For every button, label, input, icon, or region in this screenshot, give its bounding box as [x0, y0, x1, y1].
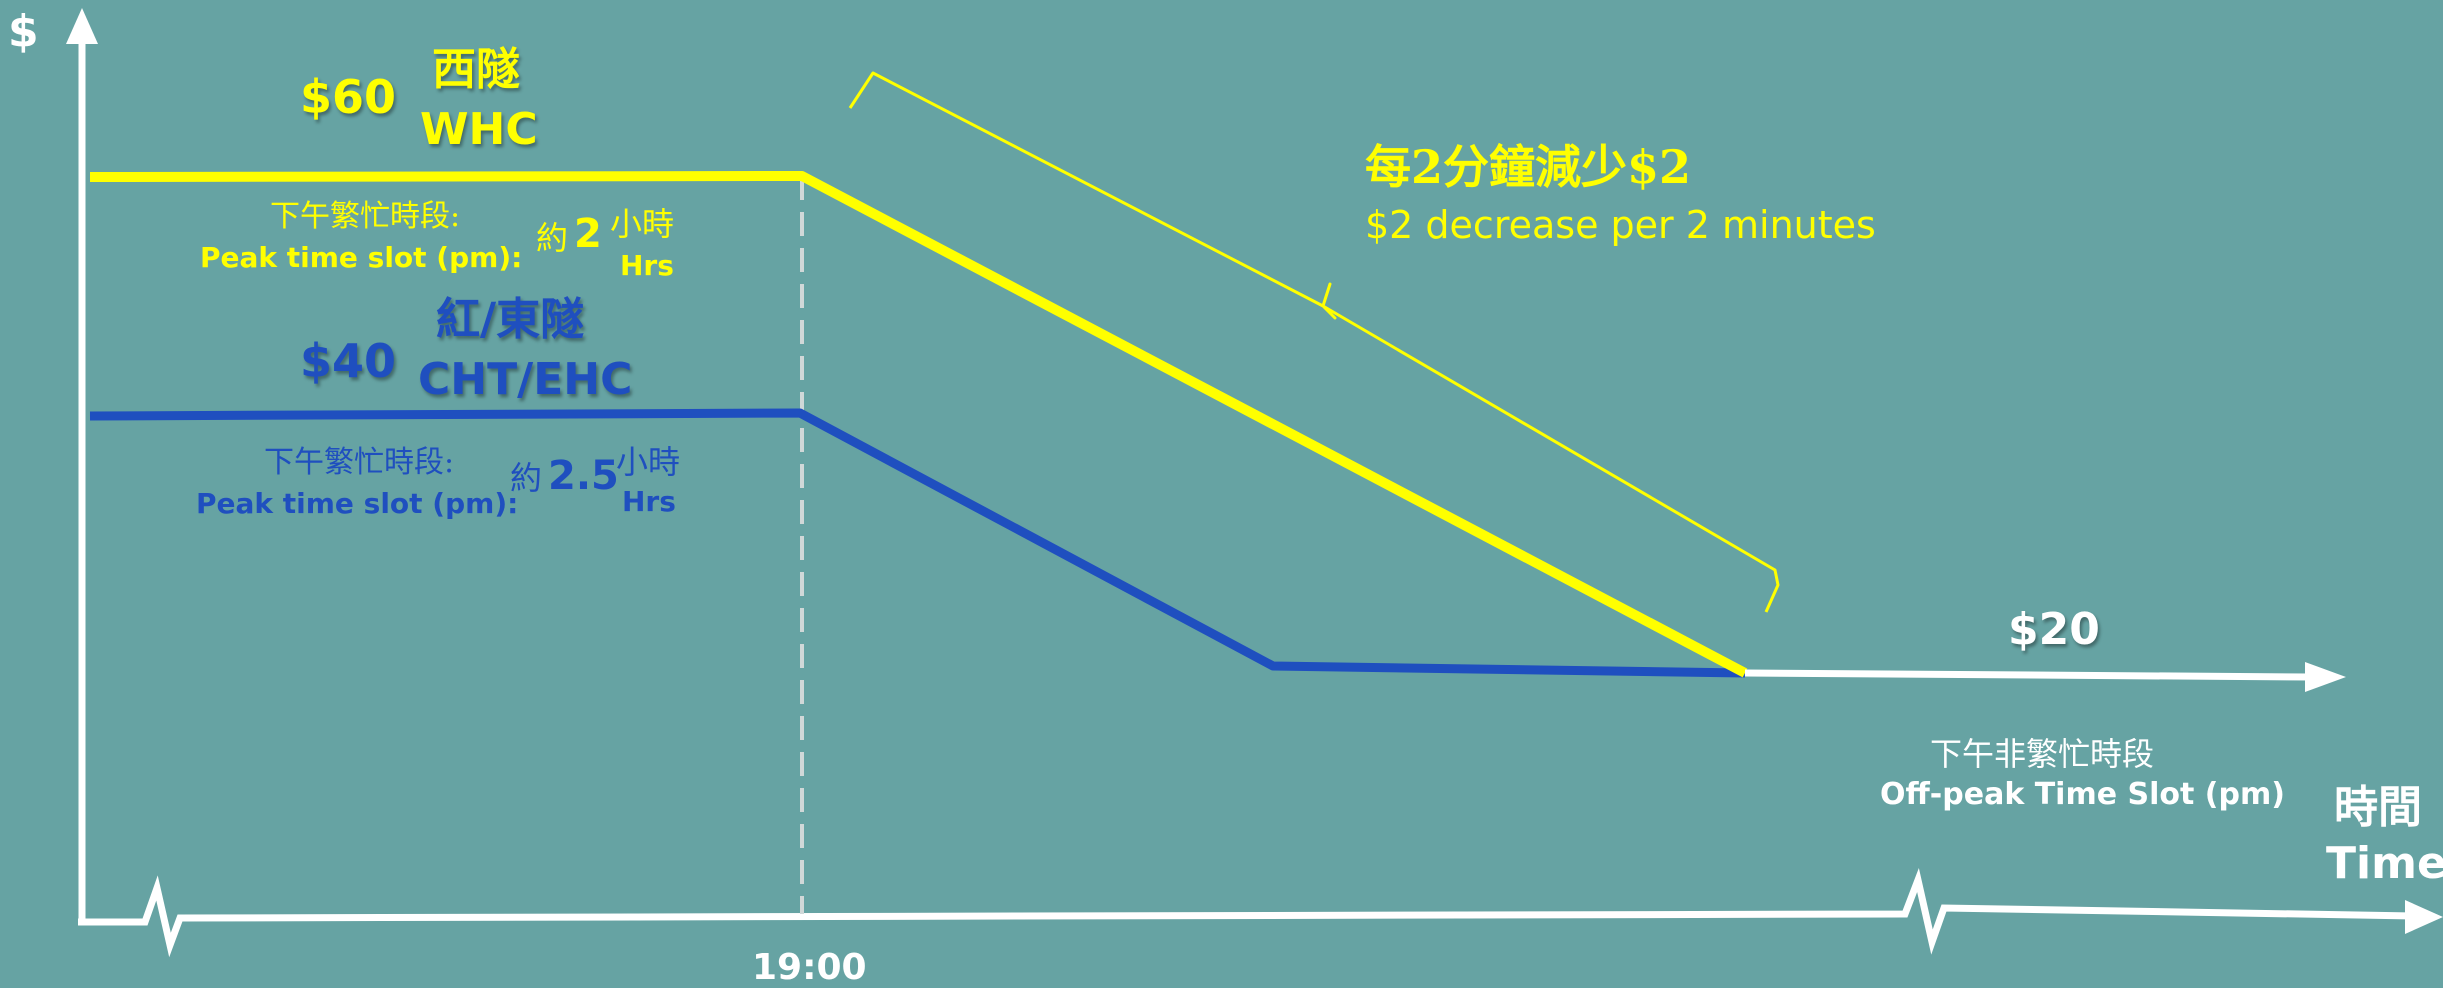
- x-axis-arrowhead: [2405, 900, 2443, 934]
- cht-ehc-duration: 2.5: [548, 453, 619, 499]
- cht-ehc-toll-line: [89, 408, 1746, 678]
- cht-ehc-peak-label-zh: 下午繁忙時段:: [264, 445, 455, 480]
- whc-peak-label-zh: 下午繁忙時段:: [270, 199, 461, 234]
- cht-ehc-peak-label-en: Peak time slot (pm):: [196, 487, 519, 520]
- x-axis-label-en: Time: [2326, 838, 2443, 889]
- x-axis-label-zh: 時間: [2334, 782, 2422, 833]
- decrease-label-zh: 每2分鐘減少$2: [1365, 140, 1692, 194]
- whc-name-en: WHC: [420, 104, 538, 155]
- cht-ehc-price: $40: [300, 334, 397, 388]
- decrease-bracket: [848, 71, 1780, 613]
- offpeak-label-en: Off-peak Time Slot (pm): [1880, 777, 2285, 812]
- cht-ehc-name-zh: 紅/東隧: [436, 294, 585, 345]
- cht-ehc-hours-zh: 小時: [616, 443, 681, 481]
- whc-price: $60: [300, 70, 397, 124]
- cht-ehc-name-en: CHT/EHC: [418, 354, 633, 405]
- whc-approx-zh: 約: [536, 219, 569, 257]
- offpeak-toll-line: [1744, 669, 2311, 681]
- x-axis-tick-1900: 19:00: [752, 947, 867, 988]
- whc-hours-zh: 小時: [610, 205, 675, 243]
- x-axis: [78, 867, 2416, 958]
- whc-toll-line: [89, 171, 1748, 678]
- whc-name-zh: 西隧: [432, 44, 520, 95]
- decrease-label-en: $2 decrease per 2 minutes: [1365, 203, 1876, 247]
- offpeak-arrowhead: [2305, 662, 2346, 692]
- whc-hours-en: Hrs: [620, 249, 674, 282]
- whc-peak-label-en: Peak time slot (pm):: [200, 241, 523, 274]
- offpeak-price: $20: [2008, 604, 2100, 655]
- y-axis-label: $: [8, 6, 39, 57]
- y-axis-arrowhead: [66, 8, 98, 44]
- whc-duration: 2: [574, 211, 602, 257]
- cht-ehc-hours-en: Hrs: [622, 485, 676, 518]
- offpeak-label-zh: 下午非繁忙時段: [1930, 735, 2155, 773]
- cht-ehc-approx-zh: 約: [510, 459, 543, 497]
